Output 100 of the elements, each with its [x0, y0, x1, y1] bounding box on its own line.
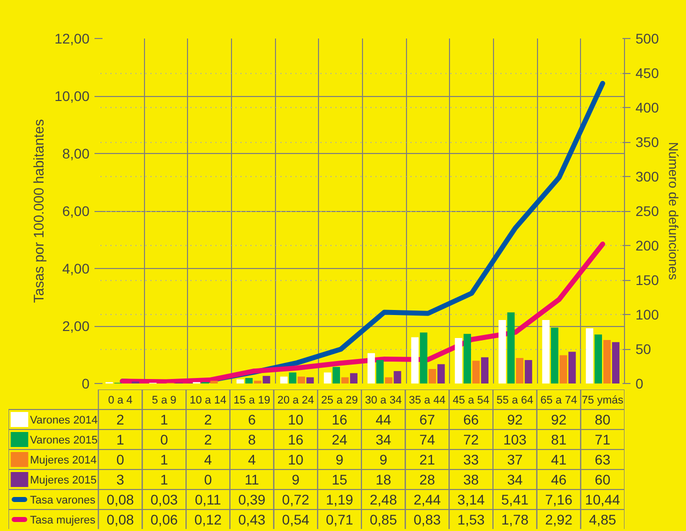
legend-label: Varones 2014 — [30, 414, 98, 426]
x-tick-label: 35 a 44 — [408, 394, 446, 406]
bar — [394, 371, 402, 384]
data-label: 0,85 — [370, 512, 398, 528]
bar — [262, 376, 270, 384]
data-label: 1 — [160, 412, 168, 428]
data-label: 10 — [288, 452, 304, 468]
y-tick-label: 6,00 — [62, 203, 90, 219]
data-label: 2,44 — [414, 492, 442, 508]
bar — [428, 369, 436, 384]
data-label: 0,39 — [238, 492, 266, 508]
bar — [245, 378, 253, 384]
y2-tick-label: 50 — [636, 341, 652, 357]
bar — [420, 332, 428, 384]
y-tick-label: 2,00 — [62, 318, 90, 334]
data-label: 3 — [116, 472, 124, 488]
bar — [332, 366, 340, 384]
data-label: 0,71 — [326, 512, 354, 528]
x-tick-label: 25 a 29 — [321, 394, 358, 406]
bar — [464, 334, 472, 384]
data-label: 4 — [248, 452, 256, 468]
data-label: 92 — [550, 412, 567, 428]
data-label: 0,08 — [106, 512, 134, 528]
data-label: 33 — [463, 452, 480, 468]
y-tick-label: 12,00 — [54, 30, 90, 46]
data-label: 10 — [288, 412, 304, 428]
y-tick-label: 10,00 — [54, 88, 90, 104]
y2-tick-label: 150 — [636, 272, 660, 288]
y2-axis-title: Número de defunciones — [666, 142, 681, 281]
bar — [368, 353, 375, 384]
x-tick-label: 15 a 19 — [233, 394, 270, 406]
data-label: 6 — [248, 412, 256, 428]
x-tick-label: 20 a 24 — [277, 394, 314, 406]
data-label: 24 — [332, 432, 348, 448]
legend-label: Varones 2015 — [30, 434, 98, 446]
data-label: 1 — [116, 432, 124, 448]
bar — [306, 377, 314, 384]
data-label: 5,41 — [501, 492, 529, 508]
data-label: 28 — [419, 472, 436, 488]
y2-tick-label: 200 — [636, 238, 660, 254]
x-tick-label: 0 a 4 — [108, 394, 133, 406]
y2-tick-label: 100 — [636, 306, 660, 322]
x-tick-label: 45 a 54 — [452, 394, 490, 406]
data-label: 1,78 — [501, 512, 529, 528]
data-label: 0,72 — [282, 492, 310, 508]
data-label: 1 — [160, 452, 168, 468]
data-label: 9 — [336, 452, 344, 468]
data-label: 81 — [550, 432, 567, 448]
bar — [516, 358, 524, 384]
bar — [524, 360, 532, 384]
y2-tick-label: 350 — [636, 134, 660, 150]
data-label: 2 — [204, 432, 212, 448]
y2-tick-label: 300 — [636, 168, 660, 184]
bar — [210, 380, 218, 384]
data-label: 4,85 — [588, 512, 616, 528]
bar — [280, 376, 288, 384]
data-label: 0,43 — [238, 512, 266, 528]
data-label: 0 — [116, 452, 124, 468]
bar — [411, 337, 419, 384]
data-label: 18 — [376, 472, 392, 488]
bar — [594, 334, 602, 384]
data-label: 0,83 — [414, 512, 442, 528]
data-label: 2 — [116, 412, 124, 428]
data-label: 8 — [248, 432, 256, 448]
data-label: 3,14 — [457, 492, 485, 508]
data-label: 0,54 — [282, 512, 310, 528]
legend-label: Tasa varones — [30, 494, 96, 506]
data-label: 46 — [550, 472, 567, 488]
bar — [384, 377, 392, 384]
bar — [324, 372, 332, 384]
data-label: 38 — [463, 472, 480, 488]
data-label: 1 — [160, 472, 168, 488]
x-tick-label: 65 a 74 — [540, 394, 578, 406]
data-label: 1,19 — [326, 492, 354, 508]
data-label: 2,92 — [545, 512, 573, 528]
data-label: 7,16 — [545, 492, 573, 508]
bar — [550, 328, 558, 384]
bar — [350, 373, 358, 384]
bar — [454, 338, 462, 384]
data-label: 10,44 — [585, 492, 620, 508]
y2-tick-label: 400 — [636, 100, 660, 116]
data-label: 80 — [594, 412, 611, 428]
data-label: 16 — [332, 412, 348, 428]
y2-tick-label: 450 — [636, 65, 660, 81]
x-tick-label: 30 a 34 — [365, 394, 402, 406]
y2-tick-label: 250 — [636, 203, 660, 219]
y2-tick-label: 0 — [636, 376, 644, 392]
data-label: 34 — [376, 432, 392, 448]
x-tick-label: 75 ymás — [582, 394, 624, 406]
data-label: 4 — [204, 452, 212, 468]
y-tick-label: 8,00 — [62, 146, 90, 162]
data-label: 66 — [463, 412, 480, 428]
bar — [568, 352, 576, 384]
bar — [288, 372, 296, 384]
bar — [603, 340, 611, 384]
bar — [507, 312, 515, 384]
bar — [376, 360, 384, 384]
data-label: 74 — [419, 432, 436, 448]
data-label: 0,12 — [194, 512, 222, 528]
legend-label: Tasa mujeres — [30, 514, 96, 526]
